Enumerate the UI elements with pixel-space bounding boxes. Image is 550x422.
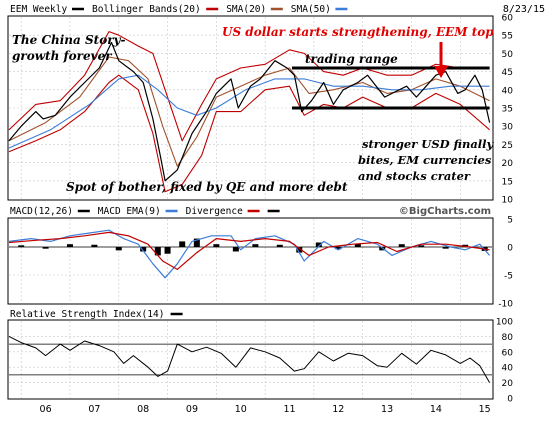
annotation-china-story-1: The China Story-: [12, 33, 125, 47]
divergence-bar: [193, 238, 200, 247]
y-tick-label: 45: [502, 68, 513, 78]
trading-range-lines: [291, 66, 490, 110]
divergence-bar: [335, 247, 342, 250]
divergence-bar: [276, 244, 283, 247]
annotation-trading-range: trading range: [305, 52, 398, 66]
divergence-bar: [418, 245, 425, 247]
legend-label: SMA(50): [291, 4, 331, 15]
macd-panel-frame: [7, 217, 494, 305]
macd-legend: MACD(12,26) MACD EMA(9) Divergence: [10, 206, 280, 217]
legend-label: Divergence: [186, 206, 243, 217]
x-tick-label: 10: [235, 404, 247, 415]
annotation-usd-bites-1: stronger USD finally: [362, 137, 495, 151]
macd-series: [8, 229, 491, 279]
y-tick-label: 40: [502, 86, 514, 96]
x-tick-label: 13: [381, 404, 393, 415]
divergence-bar: [354, 243, 361, 247]
series-line: [8, 41, 491, 182]
x-tick-label: 14: [430, 404, 442, 415]
divergence-bar: [232, 247, 239, 252]
divergence-bar: [140, 247, 147, 252]
series-line: [8, 335, 491, 383]
x-tick-label: 15: [479, 404, 491, 415]
legend-label: SMA(20): [226, 4, 266, 15]
divergence-bar: [398, 244, 405, 247]
x-tick-label: 09: [186, 404, 198, 415]
macd-y-axis: 5 0 -5 -10: [498, 216, 513, 310]
main-gridlines: [9, 17, 492, 199]
watermark: ©BigCharts.com: [399, 206, 491, 217]
x-tick-label: 06: [40, 404, 52, 415]
legend-label: EEM Weekly: [10, 4, 67, 15]
y-tick-label: 5: [507, 216, 513, 226]
y-tick-label: -5: [504, 272, 513, 282]
x-tick-label: 11: [283, 404, 295, 415]
y-tick-label: 50: [502, 50, 514, 60]
legend-label: Bollinger Bands(20): [92, 4, 201, 15]
series-line: [8, 31, 490, 142]
series-line: [8, 74, 490, 149]
divergence-bar: [66, 244, 73, 247]
divergence-bar: [154, 247, 161, 256]
y-tick-label: 15: [502, 177, 513, 187]
divergence-bar: [296, 247, 303, 253]
y-tick-label: 60: [502, 348, 514, 358]
rsi-legend: Relative Strength Index(14): [10, 309, 183, 320]
rsi-y-axis: 100 80 60 40 20 0: [496, 318, 513, 405]
y-tick-label: 60: [502, 14, 514, 24]
legend-label: MACD(12,26): [10, 206, 73, 217]
divergence-bar: [115, 247, 122, 251]
y-tick-label: 0: [507, 395, 513, 405]
divergence-bar: [315, 242, 322, 247]
annotation-usd-bites-2: bites, EM currencies: [358, 153, 492, 167]
date-label: 8/23/15: [503, 4, 545, 15]
y-tick-label: 20: [502, 379, 514, 389]
macd-divergence-bars: [18, 238, 488, 256]
divergence-bar: [164, 247, 171, 254]
rsi-panel-frame: [7, 319, 494, 400]
x-tick-label: 12: [332, 404, 344, 415]
divergence-bar: [252, 244, 259, 247]
y-tick-label: 0: [507, 244, 513, 254]
y-tick-label: 30: [502, 123, 514, 133]
legend-label: Relative Strength Index(14): [10, 309, 164, 320]
series-line: [8, 56, 490, 167]
x-tick-label: 08: [137, 404, 149, 415]
divergence-bar: [213, 244, 220, 247]
legend-label: MACD EMA(9): [98, 206, 161, 217]
rsi-gridlines: [9, 321, 492, 398]
y-tick-label: 40: [502, 364, 514, 374]
x-tick-label: 07: [88, 404, 100, 415]
divergence-bar: [91, 244, 98, 247]
annotation-usd-bites-3: and stocks crater: [358, 169, 471, 183]
annotation-usd-top: US dollar starts strengthening, EEM top: [222, 25, 494, 39]
rsi-series: [8, 335, 491, 383]
divergence-bar: [42, 247, 49, 249]
divergence-bar: [18, 245, 25, 247]
y-tick-label: 100: [496, 318, 513, 328]
annotation-spot-of-bother: Spot of bother, fixed by QE and more deb…: [66, 180, 348, 194]
y-tick-label: 25: [502, 141, 513, 151]
y-tick-label: 80: [502, 333, 514, 343]
eem-top-arrow: [434, 42, 448, 78]
series-line: [8, 231, 490, 270]
y-tick-label: 20: [502, 159, 514, 169]
divergence-bar: [442, 247, 449, 249]
main-legend: EEM Weekly Bollinger Bands(20) SMA(20) SMA(…: [10, 4, 348, 15]
x-axis: 06 07 08 09 10 11 12 13 14 15: [40, 404, 491, 415]
main-y-axis: 10 15 20 25 30 35 40 45 50 55 60: [502, 14, 514, 206]
y-tick-label: 10: [502, 196, 514, 206]
divergence-bar: [179, 241, 186, 247]
annotation-china-story-2: growth forever: [12, 49, 113, 63]
y-tick-label: 35: [502, 105, 513, 115]
y-tick-label: -10: [498, 300, 513, 310]
y-tick-label: 55: [502, 32, 513, 42]
